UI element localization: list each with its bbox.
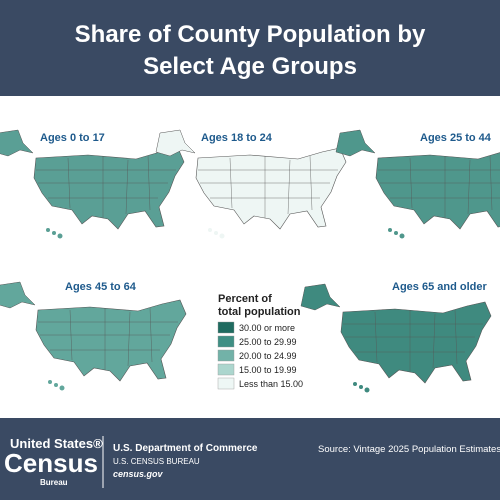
legend-label: 30.00 or more [239, 323, 295, 333]
legend-swatch [217, 335, 235, 348]
header-bg [0, 0, 500, 96]
legend-title: Percent of [218, 293, 272, 305]
legend-swatch [217, 321, 235, 334]
title-line: Share of County Population by [75, 21, 426, 48]
legend: 30.00 or more 25.00 to 29.99 20.00 to 24.9… [217, 321, 303, 390]
source: Source: Vintage 2025 Population Estimate… [318, 444, 500, 455]
footer-bg [0, 418, 500, 500]
logo-text: Bureau [40, 478, 68, 487]
map-label: Ages 25 to 44 [420, 132, 492, 144]
legend-swatch [217, 349, 235, 362]
bureau: U.S. CENSUS BUREAU [113, 457, 200, 466]
map-label: Ages 45 to 64 [65, 281, 137, 293]
legend-label: 15.00 to 19.99 [239, 365, 297, 375]
title-line: Select Age Groups [143, 53, 357, 80]
legend-swatch [217, 377, 235, 390]
map-label: Ages 65 and older [392, 281, 487, 293]
department: U.S. Department of Commerce [113, 443, 258, 454]
legend-label: Less than 15.00 [239, 379, 303, 389]
legend-label: 25.00 to 29.99 [239, 337, 297, 347]
legend-swatch [217, 363, 235, 376]
legend-title: total population [218, 306, 301, 318]
logo-text: United States® [10, 436, 103, 451]
map-label: Ages 0 to 17 [40, 132, 105, 144]
logo-text: Census [4, 448, 98, 478]
legend-label: 20.00 to 24.99 [239, 351, 297, 361]
map-label: Ages 18 to 24 [201, 132, 273, 144]
website[interactable]: census.gov [113, 469, 164, 479]
